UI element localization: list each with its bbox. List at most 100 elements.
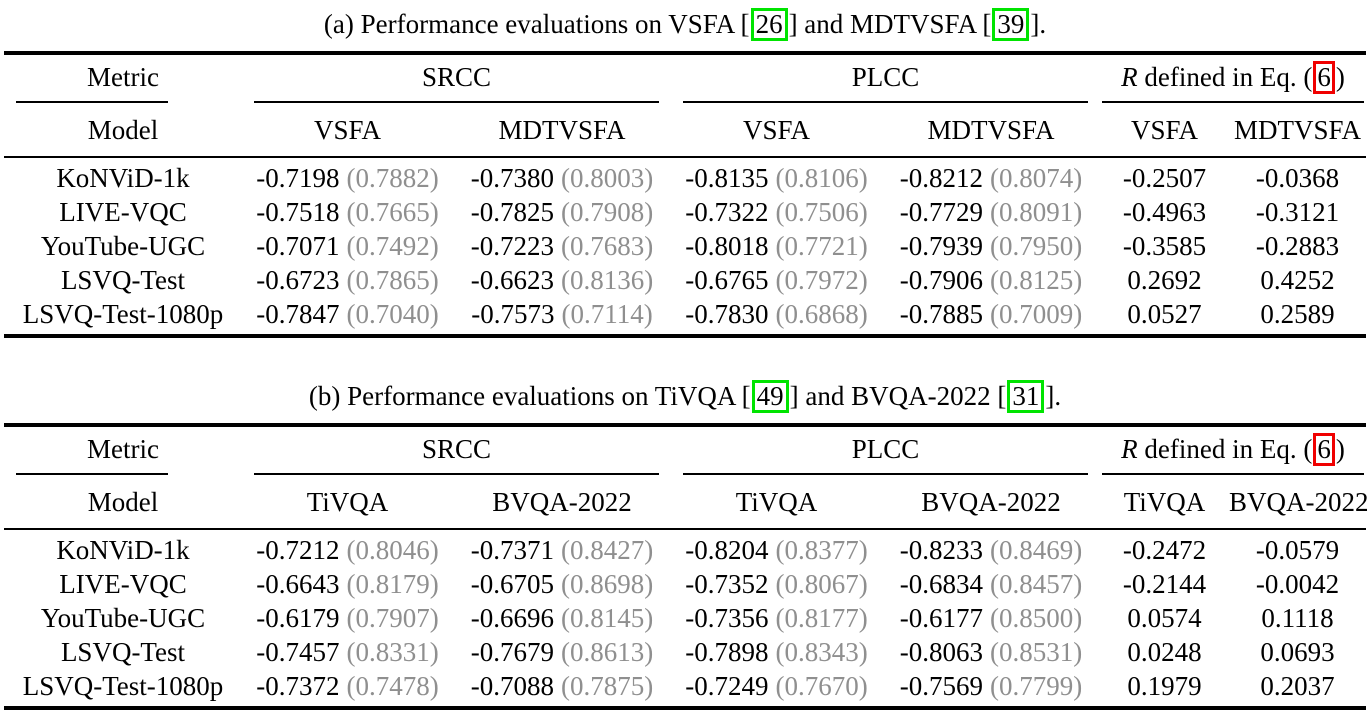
srcc-value-1: -0.6643 (0.8179) [242, 567, 453, 601]
top-rule [4, 51, 1366, 55]
table-b-cmidrules [4, 471, 1366, 480]
metric-header: Metric [87, 62, 159, 92]
r-label: defined in Eq. ( [1137, 434, 1313, 464]
plcc-value-1: -0.7898 (0.8343) [671, 635, 882, 669]
plcc-value-1: -0.7356 (0.8177) [671, 601, 882, 635]
subcol-r-1: VSFA [1130, 115, 1199, 145]
value-paren: (0.8427) [561, 535, 654, 565]
plcc-value-2: -0.7939 (0.7950) [882, 229, 1100, 263]
value-paren: (0.7908) [561, 197, 654, 227]
plcc-value-2: -0.7569 (0.7799) [882, 669, 1100, 703]
cmidrule-srcc [254, 101, 659, 103]
value-paren: (0.7040) [346, 299, 439, 329]
table-row: LSVQ-Test -0.7457 (0.8331) -0.7679 (0.8613… [4, 635, 1366, 669]
srcc-group-header: SRCC [421, 434, 492, 464]
r-value-2: 0.2589 [1260, 299, 1335, 329]
value-paren: (0.8136) [561, 265, 654, 295]
value-paren: (0.7799) [990, 671, 1083, 701]
value-main: -0.7573 [471, 299, 555, 329]
srcc-value-1: -0.7198 (0.7882) [242, 161, 453, 195]
row-model-label: LSVQ-Test [60, 265, 186, 295]
citation-link-31[interactable]: 31 [1007, 380, 1045, 413]
value-paren: (0.7492) [346, 231, 439, 261]
bottom-rule [4, 706, 1366, 710]
srcc-value-1: -0.7518 (0.7665) [242, 195, 453, 229]
value-main: -0.7356 [685, 603, 769, 633]
srcc-value-1: -0.7372 (0.7478) [242, 669, 453, 703]
value-paren: (0.8500) [990, 603, 1083, 633]
value-paren: (0.8046) [346, 535, 439, 565]
caption-text: ]. [1045, 381, 1062, 411]
srcc-value-1: -0.7457 (0.8331) [242, 635, 453, 669]
value-main: -0.8018 [685, 231, 769, 261]
value-paren: (0.7009) [990, 299, 1083, 329]
r-label-close: ) [1335, 434, 1345, 464]
value-paren: (0.7950) [990, 231, 1083, 261]
srcc-value-2: -0.7371 (0.8427) [453, 533, 671, 567]
subcol-srcc-1: VSFA [313, 115, 382, 145]
r-value-2: -0.3121 [1255, 197, 1340, 227]
srcc-value-2: -0.7223 (0.7683) [453, 229, 671, 263]
value-main: -0.6834 [899, 569, 983, 599]
equation-link-6[interactable]: 6 [1313, 61, 1335, 94]
value-main: -0.7223 [470, 231, 554, 261]
value-paren: (0.8469) [990, 535, 1083, 565]
plcc-value-1: -0.6765 (0.7972) [671, 263, 882, 297]
value-main: -0.7885 [899, 299, 983, 329]
value-main: -0.7198 [256, 163, 340, 193]
citation-link-39[interactable]: 39 [992, 8, 1030, 41]
mid-rule [4, 156, 1366, 158]
cmidrule-r [1102, 101, 1364, 103]
citation-link-26[interactable]: 26 [750, 8, 788, 41]
r-value-2: -0.2883 [1255, 231, 1340, 261]
value-main: -0.6177 [899, 603, 983, 633]
r-symbol: R [1121, 62, 1138, 92]
subcol-srcc-1: TiVQA [306, 487, 389, 517]
row-model-label: YouTube-UGC [40, 603, 206, 633]
r-value-2: 0.0693 [1260, 637, 1335, 667]
r-value-1: -0.2144 [1122, 569, 1207, 599]
srcc-value-1: -0.6179 (0.7907) [242, 601, 453, 635]
row-model-label: KoNViD-1k [56, 535, 190, 565]
value-paren: (0.8698) [561, 569, 654, 599]
r-value-2: -0.0579 [1255, 535, 1340, 565]
value-main: -0.8063 [899, 637, 983, 667]
plcc-value-1: -0.7322 (0.7506) [671, 195, 882, 229]
plcc-value-2: -0.7906 (0.8125) [882, 263, 1100, 297]
citation-link-49[interactable]: 49 [751, 380, 789, 413]
row-model-label: LSVQ-Test [60, 637, 186, 667]
row-model-label: LSVQ-Test-1080p [22, 671, 224, 701]
value-main: -0.7898 [685, 637, 769, 667]
value-main: -0.8135 [685, 163, 769, 193]
r-value-2: 0.1118 [1261, 603, 1334, 633]
table-a-caption: (a) Performance evaluations on VSFA [26]… [0, 8, 1370, 41]
value-paren: (0.8531) [990, 637, 1083, 667]
subcol-srcc-2: MDTVSFA [498, 115, 626, 145]
r-value-1: -0.2507 [1122, 163, 1207, 193]
model-header: Model [87, 115, 159, 145]
bottom-rule [4, 334, 1366, 338]
value-main: -0.8204 [685, 535, 769, 565]
plcc-value-2: -0.8212 (0.8074) [882, 161, 1100, 195]
value-main: -0.7380 [470, 163, 554, 193]
equation-link-6[interactable]: 6 [1313, 433, 1335, 466]
value-main: -0.7249 [685, 671, 769, 701]
plcc-value-2: -0.6834 (0.8457) [882, 567, 1100, 601]
table-row: LIVE-VQC -0.6643 (0.8179) -0.6705 (0.8698)… [4, 567, 1366, 601]
value-paren: (0.8343) [775, 637, 868, 667]
cmidrule-plcc [683, 473, 1088, 475]
plcc-value-2: -0.6177 (0.8500) [882, 601, 1100, 635]
subcol-r-2: BVQA-2022 [1229, 487, 1369, 517]
value-main: -0.8212 [899, 163, 983, 193]
srcc-value-2: -0.6623 (0.8136) [453, 263, 671, 297]
value-main: -0.7729 [899, 197, 983, 227]
srcc-value-2: -0.6705 (0.8698) [453, 567, 671, 601]
table-a: Metric SRCC PLCC R defined in Eq. (6) Mo… [4, 51, 1366, 338]
plcc-value-1: -0.8018 (0.7721) [671, 229, 882, 263]
plcc-group-header: PLCC [851, 434, 920, 464]
value-main: -0.6643 [256, 569, 340, 599]
subcol-r-2: MDTVSFA [1233, 115, 1362, 145]
value-main: -0.7939 [899, 231, 983, 261]
value-paren: (0.8331) [346, 637, 439, 667]
value-main: -0.7518 [256, 197, 340, 227]
